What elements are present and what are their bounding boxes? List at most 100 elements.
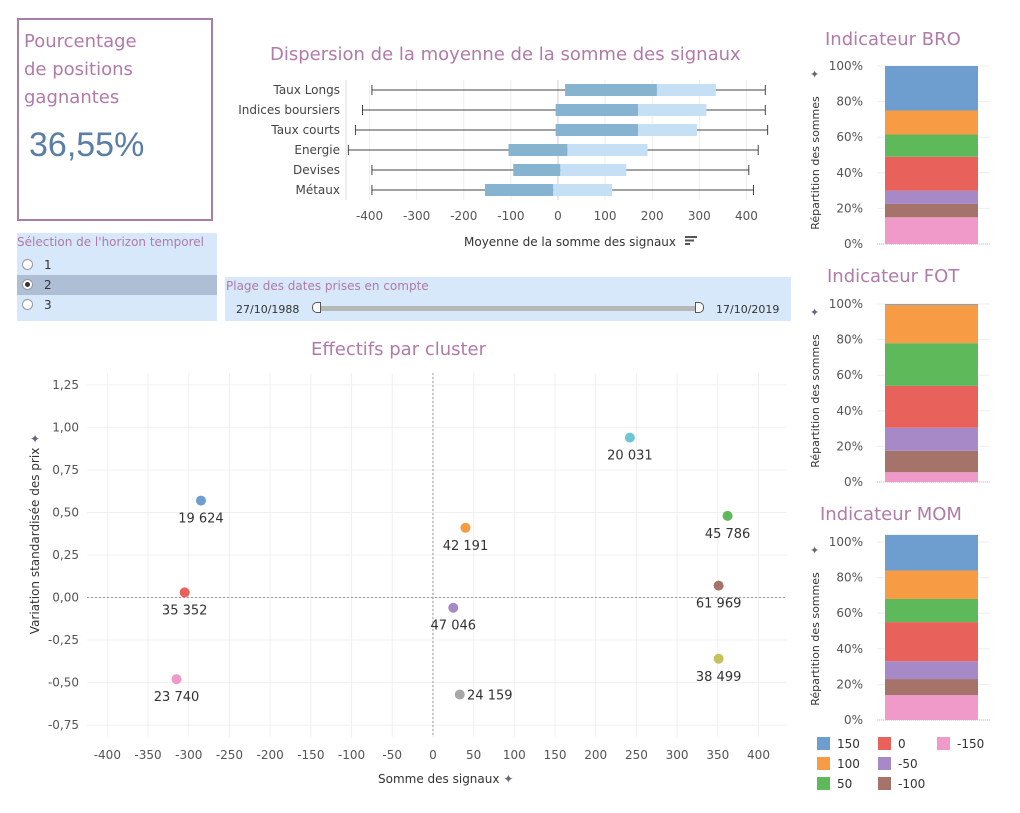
category-label: Métaux [295,183,340,197]
box-lower[interactable] [508,144,568,156]
bar-segment--100[interactable] [885,203,978,218]
date-range-title: Plage des dates prises en compte [226,279,429,293]
bar-segment-150[interactable] [885,66,978,111]
bar-segment--100[interactable] [885,679,978,696]
bar-ylabel: Répartition des sommes [809,572,822,706]
clusters-title: Effectifs par cluster [311,339,487,360]
legend-swatch[interactable] [878,757,891,770]
x-tick-label: 200 [641,209,664,223]
cluster-label: 24 159 [467,688,513,703]
bar-segment-100[interactable] [885,570,978,599]
radio-button[interactable] [22,259,33,270]
category-label: Energie [294,143,340,157]
bar-segment--50[interactable] [885,661,978,680]
box-lower[interactable] [555,124,639,136]
box-lower[interactable] [484,184,554,196]
legend-swatch[interactable] [937,737,950,750]
y-tick-label: 100% [829,535,863,549]
kpi-title: Pourcentage de positions gagnantes [24,28,137,112]
x-tick-label: 300 [688,209,711,223]
box-upper[interactable] [560,164,627,176]
radio-button[interactable] [22,279,33,290]
bar-segment--150[interactable] [885,695,978,720]
bar-segment-0[interactable] [885,156,978,191]
legend-swatch[interactable] [878,777,891,790]
sort-icon[interactable] [684,234,697,245]
bar-segment-100[interactable] [885,110,978,135]
bar-segment--50[interactable] [885,427,978,451]
radio-button[interactable] [22,299,33,310]
y-tick-label: 100% [829,297,863,311]
pin-icon[interactable]: ✦ [810,544,819,557]
cluster-point[interactable] [448,602,459,613]
x-tick-label: 0 [554,209,562,223]
slider-track[interactable] [318,306,700,311]
box-lower[interactable] [555,104,639,116]
slider-handle-start[interactable] [312,302,321,313]
cluster-point[interactable] [722,510,733,521]
cluster-label: 38 499 [696,670,742,685]
legend-swatch[interactable] [817,737,830,750]
legend-swatch[interactable] [817,757,830,770]
bar-segment-50[interactable] [885,134,978,157]
bar-segment-50[interactable] [885,343,978,386]
cluster-point[interactable] [171,674,182,685]
horizon-option-3[interactable]: 3 [17,295,217,315]
x-tick-label: 400 [747,748,770,762]
bar-segment--150[interactable] [885,217,978,244]
clusters-ylabel: Variation standardisée des prix ✦ [27,420,43,650]
category-label: Taux Longs [272,83,340,97]
box-upper[interactable] [553,184,613,196]
box-upper[interactable] [638,104,707,116]
slider-handle-end[interactable] [695,302,704,313]
date-end: 17/10/2019 [716,303,780,316]
cluster-label: 47 046 [431,619,477,634]
x-tick-label: 200 [584,748,607,762]
bar-segment--100[interactable] [885,450,978,473]
bar-segment-0[interactable] [885,385,978,428]
cluster-label: 23 740 [154,690,200,705]
cluster-point[interactable] [624,432,635,443]
bar-segment--50[interactable] [885,190,978,204]
x-tick-label: 100 [503,748,526,762]
bar-segment-0[interactable] [885,622,978,662]
legend-swatch[interactable] [878,737,891,750]
y-tick-label: 40% [836,404,863,418]
pin-icon[interactable]: ✦ [29,431,41,446]
bar-segment-150[interactable] [885,534,978,571]
box-upper[interactable] [656,84,716,96]
cluster-point[interactable] [195,495,206,506]
horizon-option-1[interactable]: 1 [17,255,217,275]
legend-swatch[interactable] [817,777,830,790]
y-tick-label: 1,00 [52,420,79,434]
bar-segment--150[interactable] [885,472,978,482]
y-tick-label: 80% [836,95,863,109]
horizon-option-2[interactable]: 2 [17,275,217,295]
x-tick-label: 350 [706,748,729,762]
pin-icon[interactable]: ✦ [810,306,819,319]
box-lower[interactable] [565,84,657,96]
bar-segment-150[interactable] [885,304,978,305]
pin-icon[interactable]: ✦ [810,68,819,81]
box-lower[interactable] [513,164,561,176]
date-range-filter: Plage des dates prises en compte 27/10/1… [225,277,791,321]
mom-title: Indicateur MOM [820,504,962,525]
kpi-title-line: de positions [24,59,133,80]
cluster-point[interactable] [713,580,724,591]
bar-segment-100[interactable] [885,304,978,344]
bar-segment-50[interactable] [885,598,978,623]
pin-icon[interactable]: ✦ [503,772,514,786]
box-upper[interactable] [638,124,697,136]
legend-label: 150 [837,737,860,751]
y-tick-label: 0% [844,237,863,251]
box-upper[interactable] [567,144,648,156]
cluster-point[interactable] [454,689,465,700]
x-tick-label: 400 [735,209,758,223]
x-tick-label: -100 [497,209,524,223]
x-tick-label: -150 [297,748,324,762]
cluster-point[interactable] [460,522,471,533]
legend-label: -100 [898,777,926,791]
cluster-point[interactable] [713,653,724,664]
cluster-point[interactable] [179,587,190,598]
legend-label: -50 [898,757,918,771]
